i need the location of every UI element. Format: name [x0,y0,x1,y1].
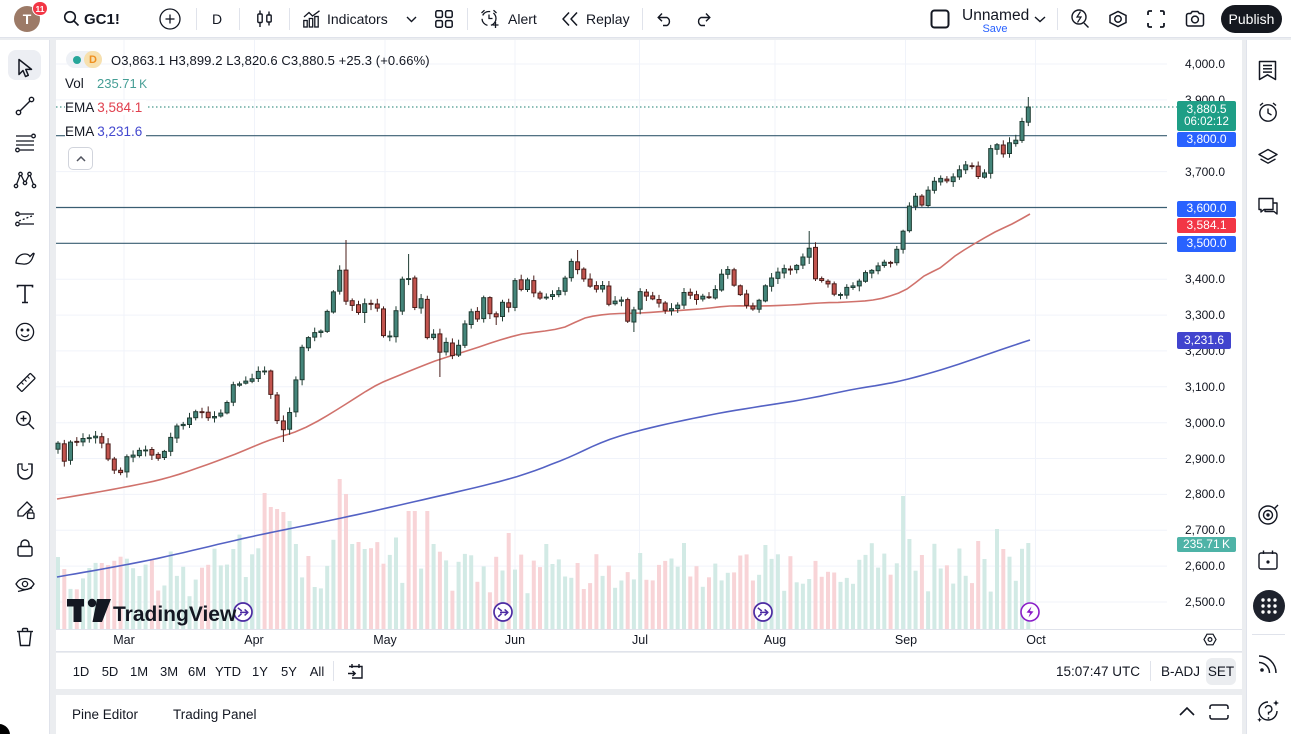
svg-text:TradingView: TradingView [113,603,237,626]
